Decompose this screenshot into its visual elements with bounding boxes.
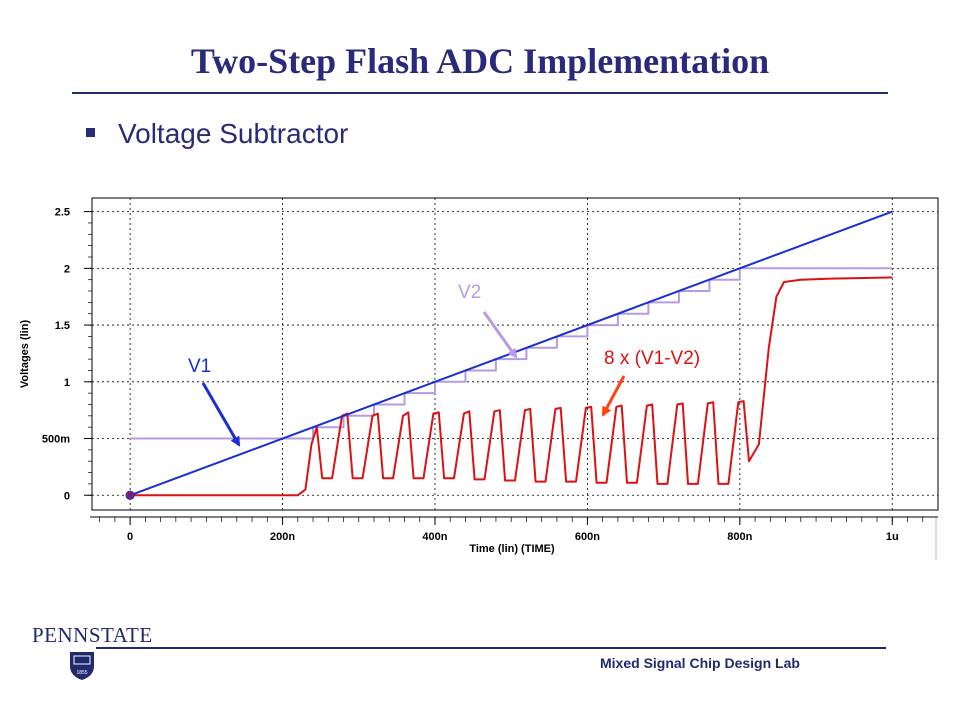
annotation-layer: V1 V2 8 x (V1-V2)	[188, 282, 700, 447]
plot-frame	[90, 197, 939, 560]
x-axis-label: Time (lin) (TIME)	[469, 543, 555, 555]
x-tick-label: 600n	[575, 531, 600, 543]
plot-border	[91, 197, 939, 511]
penn-state-shield-logo: 1855	[70, 652, 94, 680]
annotation-v2: V2	[458, 282, 481, 303]
annotation-v1: V1	[188, 356, 211, 377]
y-tick-label: 2.5	[55, 207, 70, 219]
y-tick-label: 1.5	[55, 320, 70, 332]
logo-year: 1855	[76, 670, 87, 676]
start-marker-cross	[126, 491, 134, 499]
tick-layer: 0 500m 1 1.5 2 2.5 0 200n 400n 600n 800n 1u Time (li…	[19, 207, 924, 555]
footer-rule	[96, 647, 886, 649]
x-tick-label: 1u	[886, 531, 899, 543]
series-line-v1	[129, 210, 893, 497]
series-layer	[125, 210, 893, 500]
annotation-arrow-diff	[601, 375, 626, 417]
simulation-chart: 0 500m 1 1.5 2 2.5 0 200n 400n 600n 800n 1u Time (li…	[19, 197, 939, 560]
y-tick-label: 500m	[42, 434, 70, 446]
y-tick-label: 0	[64, 490, 70, 502]
annotation-arrow-v1	[201, 382, 241, 447]
bullet-square-icon	[86, 128, 95, 137]
annotation-diff: 8 x (V1-V2)	[604, 348, 700, 369]
logo-wordmark: PENNSTATE	[32, 623, 153, 647]
y-axis-label: Voltages (lin)	[19, 320, 31, 389]
y-tick-label: 2	[64, 263, 70, 275]
footer-lab-name: Mixed Signal Chip Design Lab	[600, 655, 800, 671]
x-tick-label: 200n	[270, 531, 295, 543]
x-tick-label: 400n	[422, 531, 447, 543]
title-underline	[72, 92, 888, 94]
x-tick-label: 800n	[727, 531, 752, 543]
y-tick-label: 1	[64, 377, 70, 389]
x-tick-label: 0	[127, 531, 133, 543]
series-line-v2	[130, 267, 893, 440]
bullet-text: Voltage Subtractor	[118, 118, 349, 149]
series-line-diff	[130, 276, 893, 497]
annotation-arrow-v2	[482, 311, 518, 359]
slide-title: Two-Step Flash ADC Implementation	[190, 41, 770, 81]
